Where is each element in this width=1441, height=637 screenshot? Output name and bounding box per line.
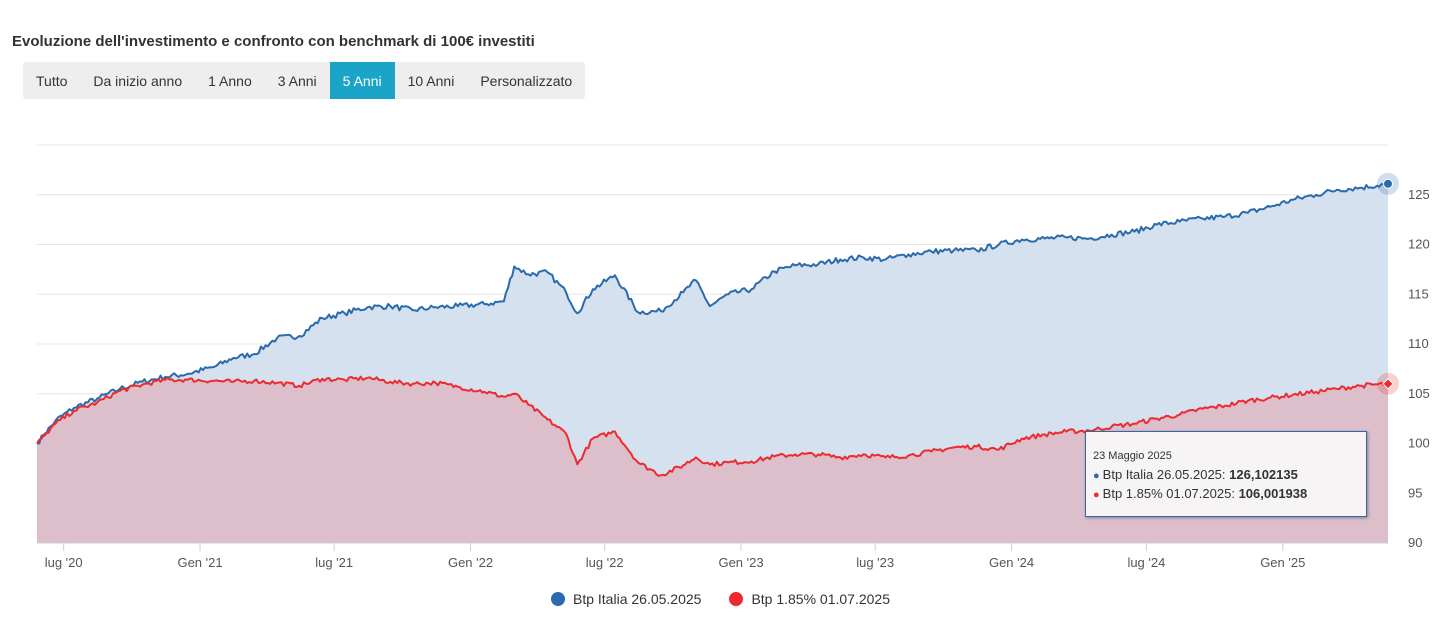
tooltip-series-value: 126,102135 [1229,467,1298,482]
hover-point-marker [1383,178,1393,189]
tooltip-row-series2: ● Btp 1.85% 01.07.2025: 106,001938 [1093,486,1308,501]
tooltip-row-series1: ● Btp Italia 26.05.2025: 126,102135 [1093,467,1298,482]
tooltip-series-name: Btp 1.85% 01.07.2025 [1102,486,1232,501]
series-line-1 [36,181,1389,445]
x-tick-label: lug '22 [586,555,624,570]
range-button-ytd[interactable]: Da inizio anno [93,72,183,89]
axes: 90 95 100 105 110 115 120 125 lug '20 Gen '21 lug … [37,187,1430,570]
legend-label: Btp Italia 26.05.2025 [573,591,702,607]
x-tick-label: lug '24 [1127,555,1165,570]
chart-title: Evoluzione dell'investimento e confronto… [12,33,535,50]
hover-point-marker [1382,378,1394,390]
y-tick-label: 120 [1408,237,1430,252]
tooltip-date: 23 Maggio 2025 [1093,450,1172,462]
y-tick-label: 100 [1408,436,1430,451]
legend-item-series1[interactable]: Btp Italia 26.05.2025 [551,591,701,607]
x-tick-label: Gen '21 [177,555,222,570]
tooltip: 23 Maggio 2025 ● Btp Italia 26.05.2025: 1… [1085,431,1367,517]
x-tick-label: Gen '25 [1260,555,1305,570]
legend-dot-icon [551,592,565,606]
y-tick-label: 125 [1408,187,1430,202]
tooltip-series-name: Btp Italia 26.05.2025 [1102,467,1222,482]
range-button-1y[interactable]: 1 Anno [208,72,252,89]
series-line-2 [36,375,1389,477]
range-button-3y[interactable]: 3 Anni [277,72,317,89]
x-tick-label: lug '20 [45,555,83,570]
series-areas [37,182,1388,543]
range-button-all[interactable]: Tutto [36,72,68,89]
x-tick-label: Gen '22 [448,555,493,570]
legend-dot-icon [729,592,744,606]
hover-markers [1377,172,1399,395]
legend-label: Btp 1.85% 01.07.2025 [751,591,890,607]
x-tick-label: lug '21 [315,555,353,570]
y-tick-label: 115 [1408,286,1429,301]
range-button-5y[interactable]: 5 Anni [329,62,395,99]
y-tick-label: 110 [1408,336,1429,351]
y-tick-label: 105 [1408,386,1430,401]
tooltip-dot-icon: ● [1093,470,1100,482]
series-lines [36,181,1389,477]
chart-legend: Btp Italia 26.05.2025 Btp 1.85% 01.07.20… [0,591,1441,607]
x-tick-label: Gen '24 [989,555,1034,570]
y-tick-label: 95 [1408,485,1422,500]
x-tick-label: Gen '23 [718,555,763,570]
legend-item-series2[interactable]: Btp 1.85% 01.07.2025 [729,591,890,607]
tooltip-dot-icon: ● [1093,489,1100,501]
series-area-2 [37,376,1388,543]
range-selector: Tutto Da inizio anno 1 Anno 3 Anni 5 Ann… [23,62,586,99]
tooltip-series-value: 106,001938 [1238,486,1308,501]
range-button-10y[interactable]: 10 Anni [407,72,455,89]
range-button-custom[interactable]: Personalizzato [480,72,573,89]
x-tick-label: lug '23 [856,555,894,570]
y-tick-label: 90 [1408,535,1422,550]
